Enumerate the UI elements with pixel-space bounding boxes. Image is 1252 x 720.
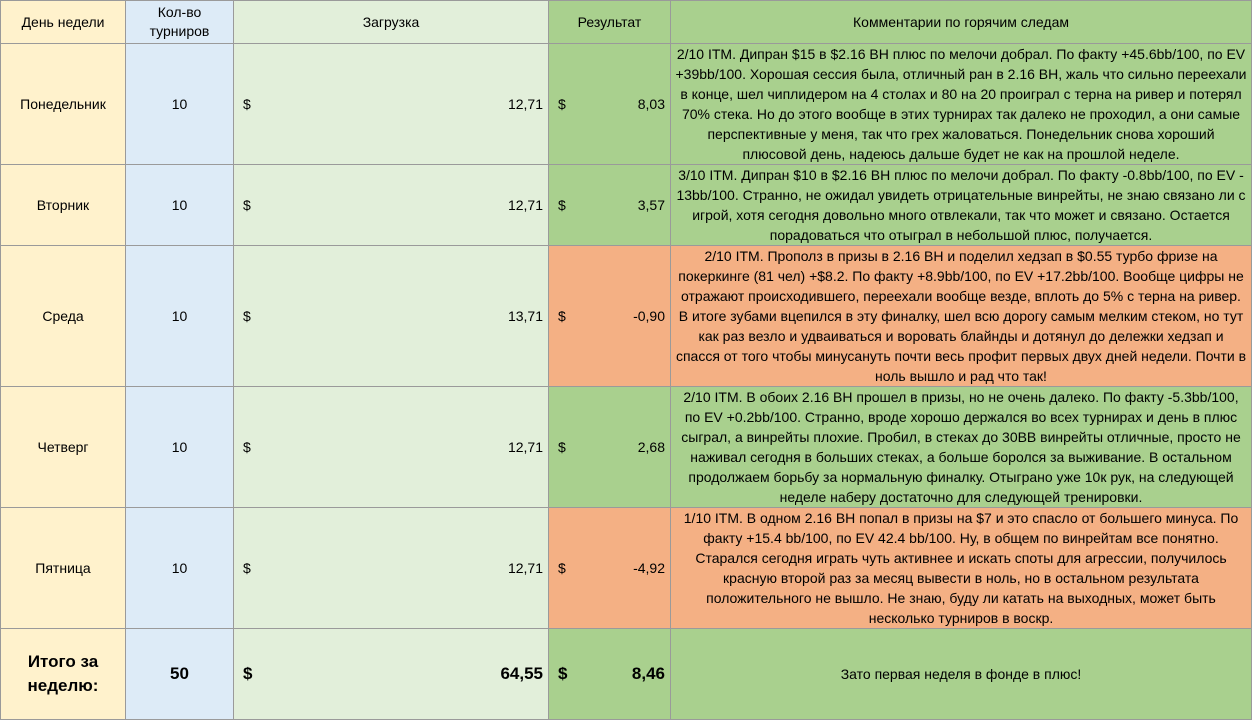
result-cell[interactable]: $ -4,92: [548, 507, 671, 629]
load-cell[interactable]: $13,71: [233, 245, 549, 387]
header-result[interactable]: Результат: [548, 0, 671, 44]
result-cell[interactable]: $8,03: [548, 43, 671, 165]
day-cell[interactable]: Вторник: [0, 164, 126, 246]
comment-cell[interactable]: 3/10 ITM. Дипран $10 в $2.16 BH плюс по …: [670, 164, 1252, 246]
comment-cell[interactable]: 2/10 ITM. В обоих 2.16 BH прошел в призы…: [670, 386, 1252, 508]
currency-sign: $: [243, 664, 253, 683]
count-cell[interactable]: 10: [125, 386, 234, 508]
header-count-label: Кол-во турниров: [149, 4, 210, 39]
count-cell[interactable]: 10: [125, 245, 234, 387]
load-value: 12,71: [507, 439, 543, 455]
currency-sign: $: [558, 197, 566, 213]
currency-sign: $: [243, 560, 251, 576]
currency-sign: $: [558, 664, 568, 683]
currency-sign: $: [558, 308, 566, 324]
load-cell[interactable]: $12,71: [233, 164, 549, 246]
load-cell[interactable]: $12,71: [233, 43, 549, 165]
day-cell[interactable]: Понедельник: [0, 43, 126, 165]
total-comment[interactable]: Зато первая неделя в фонде в плюс!: [670, 628, 1252, 720]
load-value: 12,71: [507, 560, 543, 576]
table-row: Пятница 10 $12,71 $ -4,92 1/10 ITM. В одн…: [0, 507, 1252, 629]
header-row: День недели Кол-во турниров Загрузка Рез…: [0, 0, 1252, 44]
header-comment[interactable]: Комментарии по горячим следам: [670, 0, 1252, 44]
total-load-value: 64,55: [500, 664, 543, 683]
result-value: -4,92: [633, 560, 665, 576]
count-cell[interactable]: 10: [125, 43, 234, 165]
day-cell[interactable]: Среда: [0, 245, 126, 387]
header-load[interactable]: Загрузка: [233, 0, 549, 44]
load-value: 12,71: [507, 96, 543, 112]
day-cell[interactable]: Четверг: [0, 386, 126, 508]
currency-sign: $: [243, 439, 251, 455]
total-result-value: 8,46: [631, 664, 665, 683]
result-value: 8,03: [637, 96, 665, 112]
table-row: Четверг 10 $12,71 $2,68 2/10 ITM. В обои…: [0, 386, 1252, 508]
currency-sign: $: [558, 96, 566, 112]
currency-sign: $: [558, 439, 566, 455]
comment-cell[interactable]: 2/10 ITM. Дипран $15 в $2.16 BH плюс по …: [670, 43, 1252, 165]
table-row: Понедельник 10 $12,71 $8,03 2/10 ITM. Ди…: [0, 43, 1252, 165]
table-row: Вторник 10 $12,71 $3,57 3/10 ITM. Дипран…: [0, 164, 1252, 246]
load-cell[interactable]: $12,71: [233, 507, 549, 629]
currency-sign: $: [243, 96, 251, 112]
result-cell[interactable]: $ -0,90: [548, 245, 671, 387]
total-label[interactable]: Итого за неделю:: [0, 628, 126, 720]
result-value: 2,68: [637, 439, 665, 455]
count-cell[interactable]: 10: [125, 507, 234, 629]
currency-sign: $: [558, 560, 566, 576]
load-value: 12,71: [507, 197, 543, 213]
currency-sign: $: [243, 197, 251, 213]
total-row: Итого за неделю: 50 $64,55 $8,46 Зато пе…: [0, 628, 1252, 720]
count-cell[interactable]: 10: [125, 164, 234, 246]
header-day[interactable]: День недели: [0, 0, 126, 44]
currency-sign: $: [243, 308, 251, 324]
load-value: 13,71: [507, 308, 543, 324]
result-cell[interactable]: $3,57: [548, 164, 671, 246]
result-cell[interactable]: $2,68: [548, 386, 671, 508]
comment-cell[interactable]: 1/10 ITM. В одном 2.16 BH попал в призы …: [670, 507, 1252, 629]
day-cell[interactable]: Пятница: [0, 507, 126, 629]
table-row: Среда 10 $13,71 $ -0,90 2/10 ITM. Прополз…: [0, 245, 1252, 387]
header-count[interactable]: Кол-во турниров: [125, 0, 234, 44]
total-result-cell[interactable]: $8,46: [548, 628, 671, 720]
result-value: 3,57: [637, 197, 665, 213]
comment-cell[interactable]: 2/10 ITM. Прополз в призы в 2.16 BH и по…: [670, 245, 1252, 387]
result-value: -0,90: [633, 308, 665, 324]
total-load-cell[interactable]: $64,55: [233, 628, 549, 720]
total-count[interactable]: 50: [125, 628, 234, 720]
load-cell[interactable]: $12,71: [233, 386, 549, 508]
